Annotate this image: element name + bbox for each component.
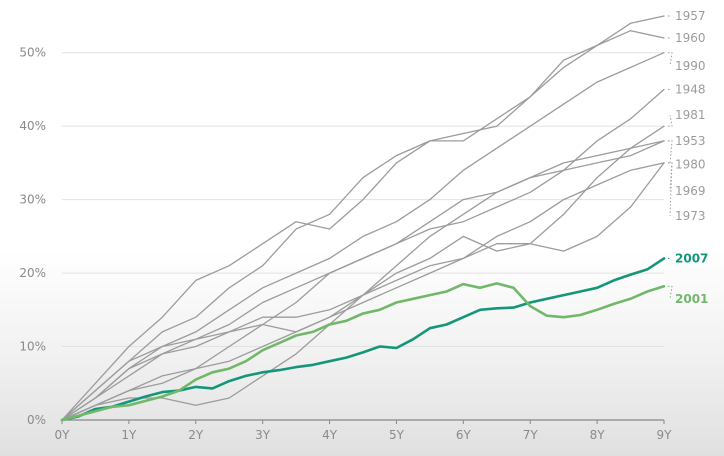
- series-label-1960: 1960: [675, 31, 706, 45]
- series-line-2007: [60, 257, 666, 422]
- y-tick-label: 40%: [19, 119, 46, 133]
- x-axis-tick-labels: 0Y 1Y 2Y 3Y 4Y 5Y 6Y 7Y 8Y 9Y: [55, 428, 673, 442]
- gridlines: [61, 52, 665, 424]
- end-label-leader-1990: [668, 52, 673, 67]
- series-end-labels: 1957 1960 1990 1948 1981 1953 1980 1969 1973 2007…: [668, 9, 708, 306]
- y-axis-tick-labels: 0% 10% 20% 30% 40% 50%: [19, 46, 46, 427]
- series-line-1953: [61, 140, 665, 421]
- series-label-1981: 1981: [675, 108, 706, 122]
- series-line-1957: [61, 15, 665, 421]
- x-tick-label: 0Y: [55, 428, 71, 442]
- x-tick-label: 2Y: [188, 428, 204, 442]
- end-label-leader-1973: [668, 162, 673, 216]
- gray-series-lines: [61, 15, 665, 421]
- y-tick-label: 30%: [19, 193, 46, 207]
- series-line-1969: [61, 162, 665, 421]
- y-tick-label: 50%: [19, 46, 46, 60]
- x-tick-label: 6Y: [456, 428, 472, 442]
- series-line-1980: [61, 140, 665, 421]
- series-label-1980: 1980: [675, 157, 706, 171]
- series-label-2001: 2001: [675, 292, 708, 306]
- y-tick-label: 0%: [27, 413, 46, 427]
- end-label-leader-1981: [668, 115, 673, 127]
- y-tick-label: 20%: [19, 266, 46, 280]
- x-tick-label: 4Y: [322, 428, 338, 442]
- x-tick-label: 7Y: [523, 428, 539, 442]
- series-label-1957: 1957: [675, 9, 706, 23]
- x-tick-label: 5Y: [389, 428, 405, 442]
- x-tick-label: 1Y: [121, 428, 137, 442]
- series-line-1948: [61, 88, 665, 421]
- series-label-1990: 1990: [675, 59, 706, 73]
- series-line-2001: [60, 282, 666, 422]
- highlight-series-lines: [60, 257, 666, 422]
- series-line-1960: [61, 30, 665, 421]
- x-tick-label: 3Y: [255, 428, 271, 442]
- end-label-leader-1980: [668, 140, 673, 165]
- series-label-1948: 1948: [675, 82, 706, 96]
- series-label-1953: 1953: [675, 134, 706, 148]
- series-label-1969: 1969: [675, 184, 706, 198]
- end-label-leader-2001: [668, 285, 673, 299]
- x-tick-label: 8Y: [590, 428, 606, 442]
- x-tick-label: 9Y: [657, 428, 673, 442]
- series-label-1973: 1973: [675, 209, 706, 223]
- series-line-1990: [61, 52, 665, 421]
- y-tick-label: 10%: [19, 340, 46, 354]
- series-line-1973: [61, 162, 665, 421]
- series-label-2007: 2007: [675, 251, 708, 265]
